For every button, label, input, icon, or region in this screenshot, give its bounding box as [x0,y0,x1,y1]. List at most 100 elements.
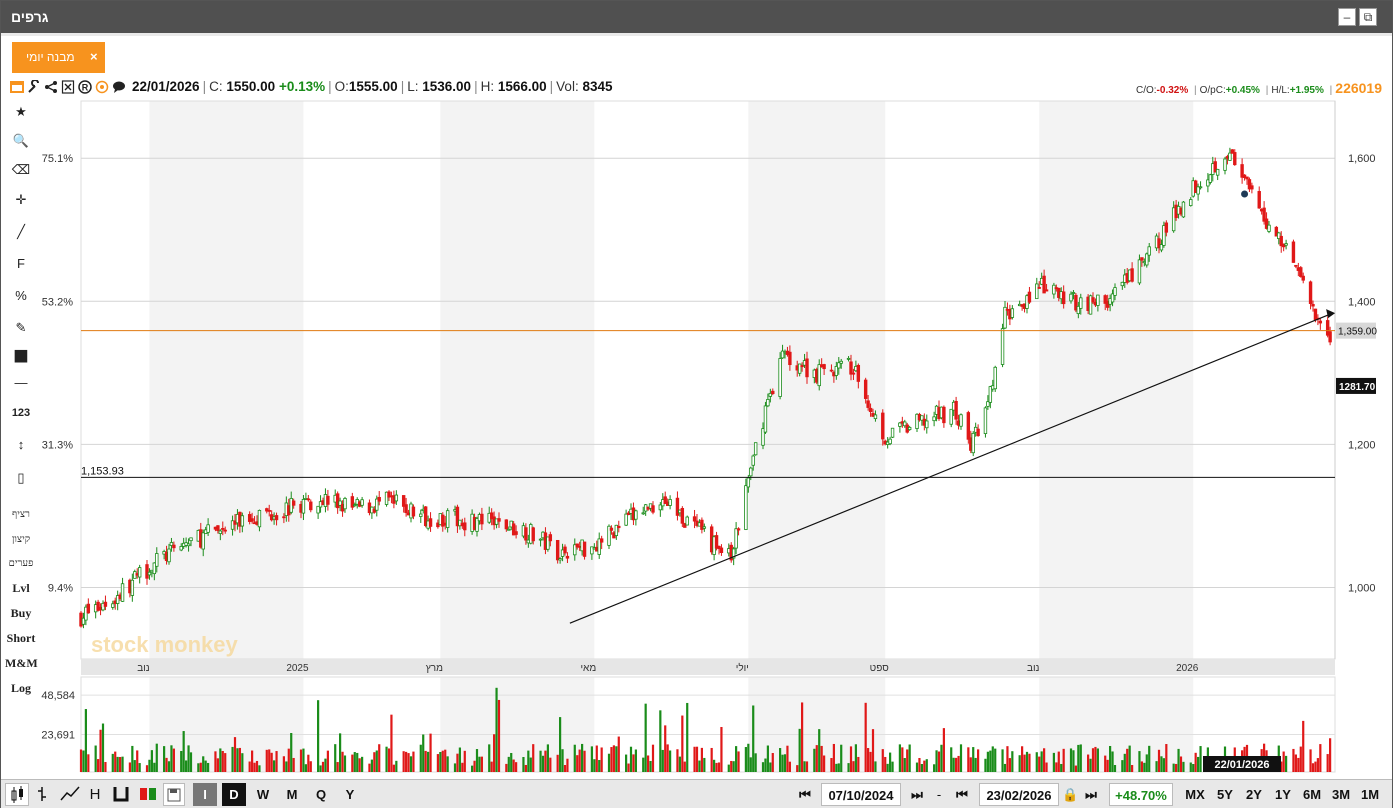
zoom-icon[interactable]: 🔍 [12,133,30,148]
candle-body [216,525,220,532]
prev-end-icon[interactable]: ⏮ [956,787,968,802]
percent-icon[interactable]: % [15,288,27,303]
volume-bar [358,758,361,772]
range-2y[interactable]: 2Y [1246,787,1262,802]
interval-m[interactable]: M [286,787,298,802]
fibonacci-icon[interactable]: F [17,256,25,271]
tool-mm[interactable]: M&M [5,656,38,670]
range-6m[interactable]: 6M [1302,787,1322,802]
candle-settings-icon[interactable]: ▯ [17,470,25,485]
volume-bar [933,764,936,772]
range-1m[interactable]: 1M [1360,787,1380,802]
volume-bar [1285,755,1288,772]
line-icon[interactable] [58,783,82,806]
end-date[interactable]: 23/02/2026 [979,783,1059,806]
excel-export-icon[interactable] [61,80,75,94]
tool-continuous[interactable]: רציף [12,509,30,520]
volume-bar [461,762,464,772]
volume-bar [546,744,549,772]
volume-bar [529,757,532,772]
draw-line-icon[interactable]: ╱ [17,224,25,239]
candle-body [1074,294,1078,311]
candle-body [1189,199,1193,206]
edit-icon[interactable]: ✎ [15,320,27,335]
candles-icon[interactable] [5,783,29,806]
volume-bar [361,756,364,772]
candle-body [558,558,562,561]
target-icon[interactable] [95,80,109,94]
volume-bar [407,753,410,772]
candle-body [1010,308,1015,318]
first-start-icon[interactable]: ⏮ [799,787,811,802]
line-style-icon[interactable]: — [14,375,28,390]
range-5y[interactable]: 5Y [1217,787,1233,802]
volume-bar [370,759,373,772]
tab-daily-structure[interactable]: מבנה יומי × [12,42,105,73]
volume-bar [444,749,447,772]
range-mx[interactable]: MX [1185,787,1205,802]
save-icon[interactable] [163,783,185,806]
start-date[interactable]: 07/10/2024 [821,783,901,806]
volume-bar [1045,762,1048,772]
lock-icon[interactable]: 🔒 [1062,787,1079,802]
level-price-label: 1281.70 [1339,382,1376,393]
candle-body [751,455,755,466]
volume-bar [972,747,975,772]
event-marker[interactable] [1241,190,1249,198]
tool-extreme[interactable]: קיצון [11,534,31,545]
chart-type-icon[interactable] [10,80,24,94]
volume-bar [683,761,686,772]
low-value: 1536.00 [422,79,472,94]
volume-bar [1131,765,1134,772]
volume-bar [116,756,119,772]
ohlc-icon[interactable] [32,783,56,806]
vertical-range-icon[interactable]: ↕ [17,437,25,452]
tool-gaps[interactable]: פערים [8,558,34,569]
volume-bar [258,765,261,772]
next-start-icon[interactable]: ⏭ [911,787,923,802]
candle-body [306,498,311,501]
candle-body [130,579,135,596]
color-swatch-icon[interactable]: ■ [13,340,29,370]
tool-buy[interactable]: Buy [10,606,32,620]
eraser-icon[interactable]: ⌫ [11,162,31,177]
candle-body [898,422,902,427]
interval-i[interactable]: I [193,783,217,806]
color-candles-icon[interactable] [136,783,160,806]
last-end-icon[interactable]: ⏭ [1085,787,1097,802]
h-button[interactable]: H [89,786,101,803]
comment-icon[interactable] [112,80,126,94]
settings-wrench-icon[interactable] [27,79,41,94]
candle-body [763,405,768,433]
volume-bar [769,762,772,772]
volume-bar [801,702,804,772]
minimize-button[interactable]: – [1338,8,1356,26]
interval-d[interactable]: D [222,783,246,806]
tool-short[interactable]: Short [6,631,36,645]
popout-button[interactable]: ⧉ [1359,8,1377,26]
trendline[interactable] [569,313,1331,624]
volume-bar [251,750,254,772]
volume-bar [97,759,100,772]
tab-close-icon[interactable]: × [90,49,98,64]
volume-bar [715,762,718,772]
volume-bar [488,744,491,772]
interval-q[interactable]: Q [315,787,327,802]
bar-style-icon[interactable] [110,783,132,806]
interval-w[interactable]: W [256,787,270,802]
volume-bar [730,760,733,772]
favorite-star-icon[interactable]: ★ [15,104,27,119]
range-1y[interactable]: 1Y [1275,787,1291,802]
share-icon[interactable] [44,80,58,94]
volume-bar [898,744,901,772]
tool-log[interactable]: Log [10,681,31,695]
tool-lvl[interactable]: Lvl [12,581,30,595]
registered-icon[interactable]: R [78,80,92,94]
range-3m[interactable]: 3M [1331,787,1351,802]
candle-body [780,350,785,359]
measure-icon[interactable]: 123 [11,407,31,419]
price-chart[interactable]: 1,000 9.4% 1,200 31.3% 1,400 53.2% 1,600 75.1% נ… [1,99,1392,779]
volume-bar [285,761,288,772]
crosshair-icon[interactable]: ✛ [15,192,27,207]
interval-y[interactable]: Y [345,787,355,802]
